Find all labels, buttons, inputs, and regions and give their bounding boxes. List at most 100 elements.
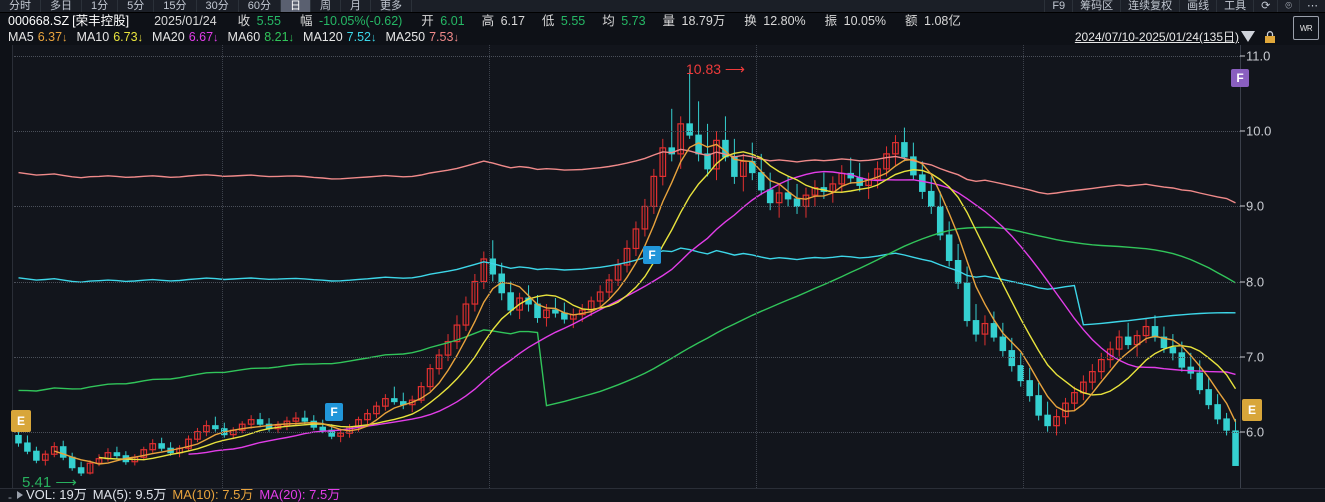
gridline-h-4 <box>14 131 1240 133</box>
change-label: 幅 <box>299 14 313 28</box>
symbol-code[interactable]: 000668.SZ <box>8 14 70 28</box>
ytick-mark-2 <box>1240 281 1245 283</box>
settings-icon[interactable]: ⌾ <box>1277 0 1299 12</box>
ma-line-MA250 <box>18 148 1236 204</box>
ytick-mark-5 <box>1240 55 1245 57</box>
high-value: 6.17 <box>500 14 525 28</box>
ma-value-MA5: 6.37 <box>37 30 63 44</box>
tool-2[interactable]: 连续复权 <box>1120 0 1179 12</box>
ma-value-MA120: 7.52 <box>346 30 371 44</box>
ma-value-MA10: 6.73 <box>113 30 138 44</box>
vol-ma20: MA(20): 7.5万 <box>259 488 341 502</box>
expand-triangle-icon[interactable] <box>17 491 23 499</box>
left-rail <box>0 45 13 488</box>
ytick-label-5: 11.0 <box>1246 48 1271 64</box>
ma-arrow-MA5: ↓ <box>62 32 68 44</box>
period-low-annotation: 5.41 ⟶ <box>22 474 77 491</box>
ma-value-MA60: 8.21 <box>264 30 289 44</box>
amount-value: 1.08亿 <box>924 14 961 28</box>
kline-chart-panel[interactable]: 6.0 7.0 8.0 9.0 10.0 11.0 <box>0 45 1325 488</box>
chart-marker-e-3[interactable]: E <box>11 410 31 432</box>
ytick-mark-0 <box>1240 431 1245 433</box>
ma-arrow-MA10: ↓ <box>137 32 144 44</box>
ma-line-MA120 <box>18 247 1236 326</box>
volume-indicator-legend: VOL: 19万 MA(5): 9.5万 MA(10): 7.5万 MA(20): 7… <box>26 488 346 502</box>
open-value: 6.01 <box>440 14 465 28</box>
ytick-label-1: 7.0 <box>1246 349 1265 365</box>
chevron-down-icon[interactable] <box>1241 31 1255 42</box>
ma-arrow-MA20: ↓ <box>213 32 219 44</box>
ytick-mark-3 <box>1240 205 1245 207</box>
high-label: 高 <box>481 14 495 28</box>
turnover-value: 12.80% <box>763 14 806 28</box>
ma-value-MA20: 6.67 <box>188 30 214 44</box>
avg-label: 均 <box>602 14 615 28</box>
date-range-selector[interactable]: 2024/07/10-2025/01/24(135日) <box>1074 30 1239 44</box>
ma-line-MA5 <box>54 142 1237 465</box>
change-value: -10.05%(-0.62) <box>318 14 403 28</box>
gridline-v-1 <box>489 45 490 488</box>
header-tools[interactable]: F9 筹码区 连续复权 画线 工具 ⟳ ⌾ ⋯ <box>1044 0 1325 12</box>
gridline-h-1 <box>14 356 1240 358</box>
ma-label-MA60: MA60 <box>227 30 261 44</box>
period-tab-strip[interactable]: 分时 多日 1分 5分 15分 30分 60分日周月更多 F9 筹码区 连续复权 画线 工具 ⟳ ⌾ ⋯ <box>0 0 1325 13</box>
low-value: 5.55 <box>560 14 586 28</box>
gridline-h-0 <box>14 431 1240 433</box>
chart-marker-e-4[interactable]: E <box>1242 399 1262 421</box>
watermark-badge: WR <box>1293 16 1319 40</box>
tab-2[interactable]: 1分 <box>82 0 119 12</box>
collapse-icon[interactable]: - <box>8 490 12 502</box>
tab-10[interactable]: 更多 <box>371 0 412 12</box>
ytick-label-4: 10.0 <box>1246 123 1272 139</box>
gridline-v-0 <box>222 45 223 488</box>
ma-line-MA10 <box>98 151 1237 461</box>
ytick-mark-4 <box>1240 130 1245 132</box>
ma-value-MA250: 7.53 <box>429 30 454 44</box>
amount-label: 额 <box>905 14 918 28</box>
ma-label-MA20: MA20 <box>152 30 185 44</box>
tab-5[interactable]: 30分 <box>197 0 239 12</box>
period-high-annotation: 10.83 ⟶ <box>686 61 745 77</box>
open-label: 开 <box>421 14 434 28</box>
chart-marker-f-2[interactable]: F <box>1231 69 1249 87</box>
tab-6[interactable]: 60分 <box>239 0 281 12</box>
refresh-icon[interactable]: ⟳ <box>1253 0 1277 12</box>
tab-7[interactable]: 日 <box>281 0 311 12</box>
tool-0[interactable]: F9 <box>1044 0 1072 12</box>
tab-3[interactable]: 5分 <box>118 0 155 12</box>
volume-value: 18.79万 <box>681 14 726 28</box>
amplitude-value: 10.05% <box>843 14 887 28</box>
tab-8[interactable]: 周 <box>311 0 341 12</box>
volume-label: 量 <box>662 14 676 28</box>
volume-panel[interactable]: - VOL: 19万 MA(5): 9.5万 MA(10): 7.5万 MA(20):… <box>0 488 1325 502</box>
tab-1[interactable]: 多日 <box>41 0 82 12</box>
close-value: 5.55 <box>256 14 281 28</box>
close-label: 收 <box>237 14 251 28</box>
tool-4[interactable]: 工具 <box>1216 0 1253 12</box>
tool-3[interactable]: 画线 <box>1179 0 1216 12</box>
tool-1[interactable]: 筹码区 <box>1072 0 1120 12</box>
quote-date: 2025/01/24 <box>154 14 217 28</box>
tab-4[interactable]: 15分 <box>154 0 197 12</box>
amplitude-label: 振 <box>824 14 838 28</box>
chart-marker-f-0[interactable]: F <box>643 246 661 264</box>
gridline-h-3 <box>14 206 1240 208</box>
lock-icon[interactable] <box>1263 30 1277 44</box>
ma-label-MA5: MA5 <box>8 30 34 44</box>
price-axis-line <box>1240 45 1241 488</box>
tab-9[interactable]: 月 <box>341 0 371 12</box>
ytick-label-3: 9.0 <box>1246 198 1265 214</box>
ytick-label-2: 8.0 <box>1246 274 1265 290</box>
ma-arrow-MA120: ↓ <box>371 32 377 44</box>
symbol-name: [荣丰控股] <box>72 14 130 28</box>
chart-marker-f-1[interactable]: F <box>325 403 343 421</box>
ma-line-MA20 <box>188 170 1236 455</box>
avg-value: 5.73 <box>621 14 646 28</box>
plot-area[interactable] <box>14 45 1240 488</box>
vol-ma10: MA(10): 7.5万 <box>172 488 254 502</box>
candlestick-canvas <box>15 69 1239 476</box>
ma-header: MA5 6.37↓ MA10 6.73↓ MA20 6.67↓ MA60 8.21↓ MA120… <box>0 29 1325 45</box>
more-icon[interactable]: ⋯ <box>1299 0 1325 12</box>
tab-0[interactable]: 分时 <box>0 0 41 12</box>
gridline-v-3 <box>1023 45 1024 488</box>
